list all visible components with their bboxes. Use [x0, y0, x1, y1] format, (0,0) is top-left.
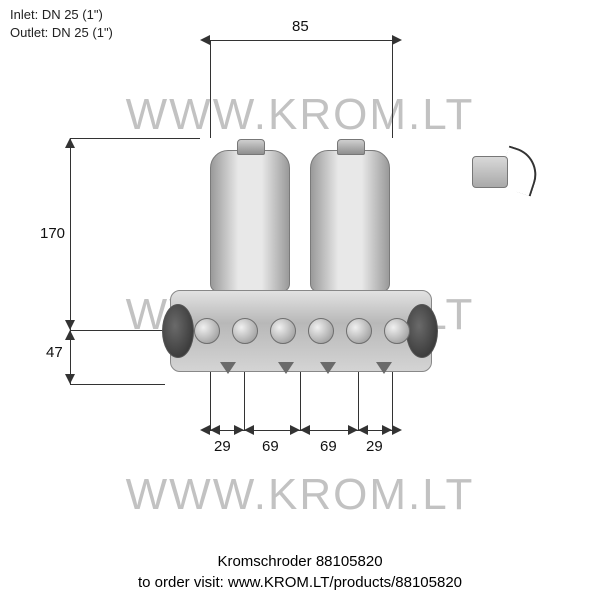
footer: Kromschroder 88105820 to order visit: ww… [0, 551, 600, 595]
device-drawing [170, 150, 430, 410]
arrowhead-icon [348, 425, 358, 435]
dim-bottom-a: 29 [214, 438, 231, 455]
inlet-port [162, 304, 194, 358]
flow-arrow-icon [278, 362, 294, 374]
bolt-icon [346, 318, 372, 344]
dim-bottom-d: 29 [366, 438, 383, 455]
dim-bottom-c: 69 [320, 438, 337, 455]
arrowhead-icon [65, 138, 75, 148]
arrowhead-icon [290, 425, 300, 435]
product-id: 88105820 [316, 553, 383, 570]
bolt-icon [194, 318, 220, 344]
brand-name: Kromschroder [217, 553, 311, 570]
outlet-value: DN 25 (1") [52, 25, 113, 40]
arrowhead-icon [392, 425, 402, 435]
arrowhead-icon [210, 425, 220, 435]
arrowhead-icon [382, 425, 392, 435]
arrowhead-icon [300, 425, 310, 435]
dim-bottom-b: 69 [262, 438, 279, 455]
outlet-label: Outlet: [10, 25, 48, 40]
arrowhead-icon [392, 35, 402, 45]
dim-line [210, 40, 392, 41]
watermark: WWW.KROM.LT [0, 90, 600, 140]
arrowhead-icon [234, 425, 244, 435]
order-url: www.KROM.LT/products/88105820 [228, 574, 462, 591]
dim-left-upper: 170 [40, 225, 65, 242]
arrowhead-icon [200, 35, 210, 45]
ext-line [70, 330, 165, 331]
arrowhead-icon [244, 425, 254, 435]
flow-arrow-icon [376, 362, 392, 374]
watermark: WWW.KROM.LT [0, 470, 600, 520]
bolt-icon [308, 318, 334, 344]
bolt-icon [232, 318, 258, 344]
flow-arrow-icon [320, 362, 336, 374]
ext-line [70, 384, 165, 385]
dim-top-width: 85 [292, 18, 309, 35]
arrowhead-icon [65, 320, 75, 330]
solenoid-coil [210, 150, 290, 292]
inlet-value: DN 25 (1") [42, 7, 103, 22]
spec-block: Inlet: DN 25 (1") Outlet: DN 25 (1") [10, 6, 113, 41]
order-prefix: to order visit: [138, 574, 224, 591]
arrowhead-icon [358, 425, 368, 435]
arrowhead-icon [65, 330, 75, 340]
cable-icon [496, 145, 543, 196]
arrowhead-icon [200, 425, 210, 435]
connector-accessory [472, 148, 532, 198]
solenoid-coil [310, 150, 390, 292]
bolt-icon [384, 318, 410, 344]
arrowhead-icon [65, 374, 75, 384]
ext-line [392, 40, 393, 138]
ext-line [210, 40, 211, 138]
inlet-label: Inlet: [10, 7, 38, 22]
ext-line [70, 138, 200, 139]
outlet-port [406, 304, 438, 358]
bolt-icon [270, 318, 296, 344]
flow-arrow-icon [220, 362, 236, 374]
dim-left-lower: 47 [46, 344, 63, 361]
dim-line [70, 138, 71, 330]
